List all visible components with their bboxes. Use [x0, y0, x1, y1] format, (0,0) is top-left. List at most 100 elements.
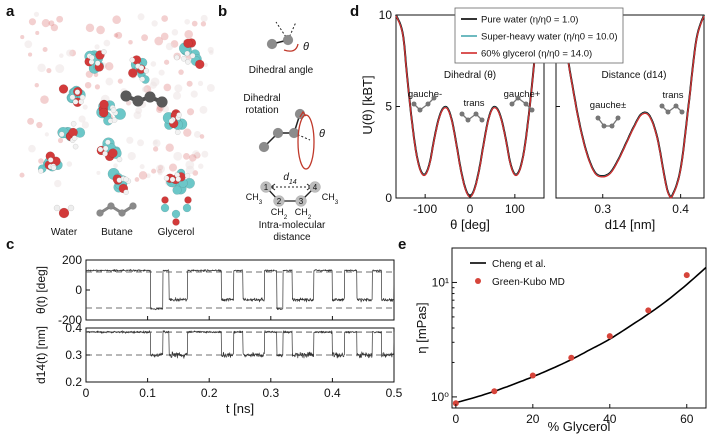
- rotation-ellipse: [297, 114, 315, 170]
- e-md-point: [645, 307, 652, 314]
- water-molecule: [185, 160, 195, 170]
- water-molecule: [36, 121, 43, 129]
- water-molecule: [141, 86, 148, 93]
- water-molecule: [165, 42, 174, 51]
- glycerol-hydrogen: [123, 176, 129, 183]
- glycerol-hydrogen: [180, 55, 187, 62]
- glycerol-hydrogen: [116, 156, 123, 163]
- e-md-point: [529, 372, 536, 379]
- glycerol-hydrogen: [74, 89, 81, 95]
- glycerol-hydrogen: [79, 94, 86, 101]
- water-molecule: [163, 59, 170, 65]
- glycerol-hydrogen: [143, 67, 150, 74]
- atom-number: 3: [299, 197, 304, 206]
- water-molecule: [153, 140, 158, 145]
- c-top-frame: [85, 259, 395, 321]
- water-molecule: [59, 53, 64, 58]
- glycerol-icon: [161, 196, 169, 204]
- gauche-pm-label: gauche±: [590, 100, 626, 111]
- water-molecule: [94, 84, 100, 90]
- atom-2: [273, 195, 285, 207]
- water-molecule: [54, 179, 62, 188]
- gauche-pm-molecule: [595, 115, 601, 121]
- d-right-xlabel: d14 [nm]: [605, 217, 656, 232]
- gauche-minus-molecule: [411, 101, 417, 107]
- water-molecule: [174, 84, 183, 93]
- d-right-xtick-label: 0.4: [672, 202, 689, 216]
- glycerol-hydrogen: [102, 145, 109, 152]
- ch2-left: CH2: [271, 207, 288, 221]
- e-xtick-label: 20: [526, 412, 540, 426]
- water-molecule: [27, 117, 35, 125]
- c-top-ytick-label: 200: [62, 253, 82, 267]
- butane-carbon: [156, 96, 168, 108]
- gauche-minus-label: gauche-: [408, 89, 442, 100]
- water-molecule: [183, 152, 190, 160]
- water-molecule: [160, 32, 169, 41]
- water-molecule: [138, 171, 148, 180]
- rotation-label: Dihedral: [243, 93, 280, 104]
- water-molecule: [126, 136, 134, 144]
- atom-4: [309, 181, 321, 193]
- e-ytick-label: 10¹: [432, 275, 449, 289]
- glycerol-hydrogen: [139, 76, 146, 82]
- glycerol-hydrogen: [69, 94, 76, 101]
- glycerol-hydrogen: [94, 60, 101, 66]
- water-molecule: [189, 154, 197, 162]
- water-molecule: [66, 161, 73, 167]
- glycerol-hydrogen: [189, 52, 196, 59]
- theta-label: θ: [319, 128, 325, 140]
- water-molecule: [168, 163, 178, 172]
- water-molecule: [113, 33, 119, 38]
- water-molecule: [192, 150, 200, 158]
- c-top-ylabel: θ(t) [deg]: [34, 266, 48, 314]
- water-molecule: [127, 151, 136, 161]
- butane-icon: [129, 202, 137, 210]
- glycerol-oxygen: [98, 107, 109, 118]
- water-molecule: [115, 31, 123, 39]
- panel-letter-d: d: [350, 3, 360, 20]
- ch2-right: CH2: [295, 207, 312, 221]
- water-molecule: [139, 164, 145, 170]
- e-xtick-label: 0: [453, 412, 460, 426]
- e-ylabel: η [mPas]: [414, 302, 429, 353]
- intra-label: distance: [273, 232, 311, 243]
- water-molecule: [28, 144, 36, 153]
- e-md-point: [683, 272, 690, 279]
- gauche-plus-molecule: [523, 101, 529, 107]
- water-molecule: [41, 19, 50, 28]
- water-molecule: [150, 77, 160, 87]
- atom-1: [260, 181, 272, 193]
- glycerol-hydrogen: [72, 143, 79, 150]
- gauche-pm-molecule: [609, 123, 615, 129]
- water-molecule: [103, 39, 111, 47]
- trans-molecule: [473, 111, 479, 117]
- glycerol-hydrogen: [38, 168, 44, 174]
- water-molecule: [156, 164, 165, 174]
- water-molecule: [44, 132, 49, 137]
- d-ylabel: U(θ) [kBT]: [360, 75, 375, 134]
- water-molecule: [141, 34, 148, 42]
- water-molecule: [200, 14, 208, 22]
- water-molecule: [134, 177, 140, 182]
- water-molecule: [78, 115, 86, 123]
- water-molecule: [207, 46, 214, 54]
- water-molecule: [163, 83, 172, 92]
- atom: [282, 34, 294, 46]
- e-xlabel: % Glycerol: [548, 419, 611, 434]
- glycerol-hydrogen: [105, 139, 111, 146]
- glycerol-hydrogen: [175, 176, 182, 182]
- c-bottom-ytick-label: 0.2: [65, 375, 82, 389]
- glycerol-hydrogen: [116, 177, 123, 183]
- water-icon: [58, 207, 70, 219]
- gauche-plus-molecule: [515, 95, 521, 101]
- glycerol-icon: [172, 218, 180, 226]
- c-xlabel: t [ns]: [226, 401, 254, 416]
- legend-entry-0: Pure water (η/η0 = 1.0): [481, 15, 578, 26]
- water-molecule: [48, 20, 55, 27]
- atom: [288, 127, 300, 139]
- water-molecule: [199, 134, 205, 139]
- glycerol-icon: [184, 196, 192, 204]
- water-molecule: [19, 172, 25, 178]
- trans-molecule: [465, 117, 471, 123]
